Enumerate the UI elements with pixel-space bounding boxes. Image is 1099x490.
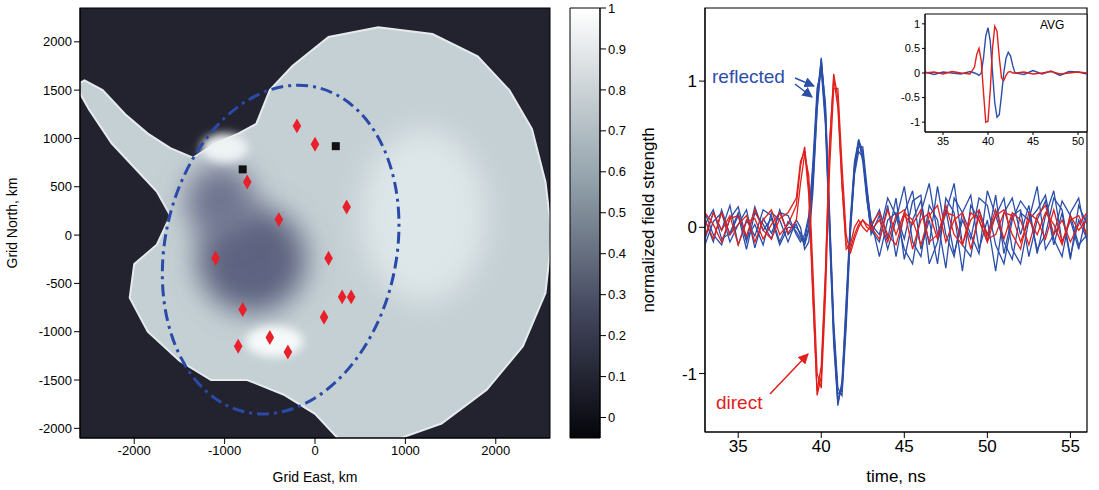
svg-text:55: 55 <box>1061 437 1080 456</box>
svg-text:2000: 2000 <box>481 443 510 458</box>
svg-text:0: 0 <box>65 228 72 243</box>
svg-text:0.8: 0.8 <box>608 83 626 98</box>
svg-text:40: 40 <box>812 437 831 456</box>
svg-text:1: 1 <box>914 18 920 30</box>
svg-text:50: 50 <box>978 437 997 456</box>
svg-text:-500: -500 <box>46 276 72 291</box>
svg-text:normalized field strength: normalized field strength <box>640 127 658 312</box>
svg-text:0: 0 <box>608 410 615 425</box>
svg-text:0.2: 0.2 <box>608 328 626 343</box>
svg-text:0.3: 0.3 <box>608 287 626 302</box>
svg-text:0.4: 0.4 <box>608 246 626 261</box>
svg-text:-1: -1 <box>682 365 697 384</box>
svg-text:2000: 2000 <box>43 34 72 49</box>
svg-text:Grid North, km: Grid North, km <box>4 177 20 268</box>
svg-text:0.7: 0.7 <box>608 123 626 138</box>
svg-text:-2000: -2000 <box>118 443 151 458</box>
svg-text:0.9: 0.9 <box>608 42 626 57</box>
html-text:direct: direct <box>716 392 763 413</box>
svg-text:-1500: -1500 <box>39 373 72 388</box>
svg-text:-1: -1 <box>910 116 920 128</box>
svg-text:45: 45 <box>895 437 914 456</box>
svg-text:1500: 1500 <box>43 83 72 98</box>
svg-text:time, ns: time, ns <box>866 467 926 486</box>
svg-text:40: 40 <box>982 135 994 147</box>
svg-text:1: 1 <box>608 1 615 16</box>
svg-text:50: 50 <box>1072 135 1084 147</box>
svg-text:500: 500 <box>50 179 72 194</box>
svg-text:0.5: 0.5 <box>905 42 920 54</box>
svg-text:1: 1 <box>688 72 697 91</box>
svg-text:0.1: 0.1 <box>608 369 626 384</box>
svg-text:Grid East, km: Grid East, km <box>273 469 358 485</box>
svg-text:45: 45 <box>1027 135 1039 147</box>
svg-text:0: 0 <box>311 443 318 458</box>
svg-text:1000: 1000 <box>391 443 420 458</box>
svg-text:35: 35 <box>937 135 949 147</box>
svg-text:1000: 1000 <box>43 131 72 146</box>
svg-text:-1000: -1000 <box>39 324 72 339</box>
svg-text:0.5: 0.5 <box>608 205 626 220</box>
svg-text:0: 0 <box>688 218 697 237</box>
svg-text:35: 35 <box>729 437 748 456</box>
svg-text:-2000: -2000 <box>39 421 72 436</box>
html-text:reflected: reflected <box>712 66 785 87</box>
html-text:AVG: AVG <box>1040 18 1065 32</box>
svg-text:-0.5: -0.5 <box>901 91 920 103</box>
svg-text:0.6: 0.6 <box>608 164 626 179</box>
svg-text:-1000: -1000 <box>208 443 241 458</box>
svg-text:0: 0 <box>914 67 920 79</box>
